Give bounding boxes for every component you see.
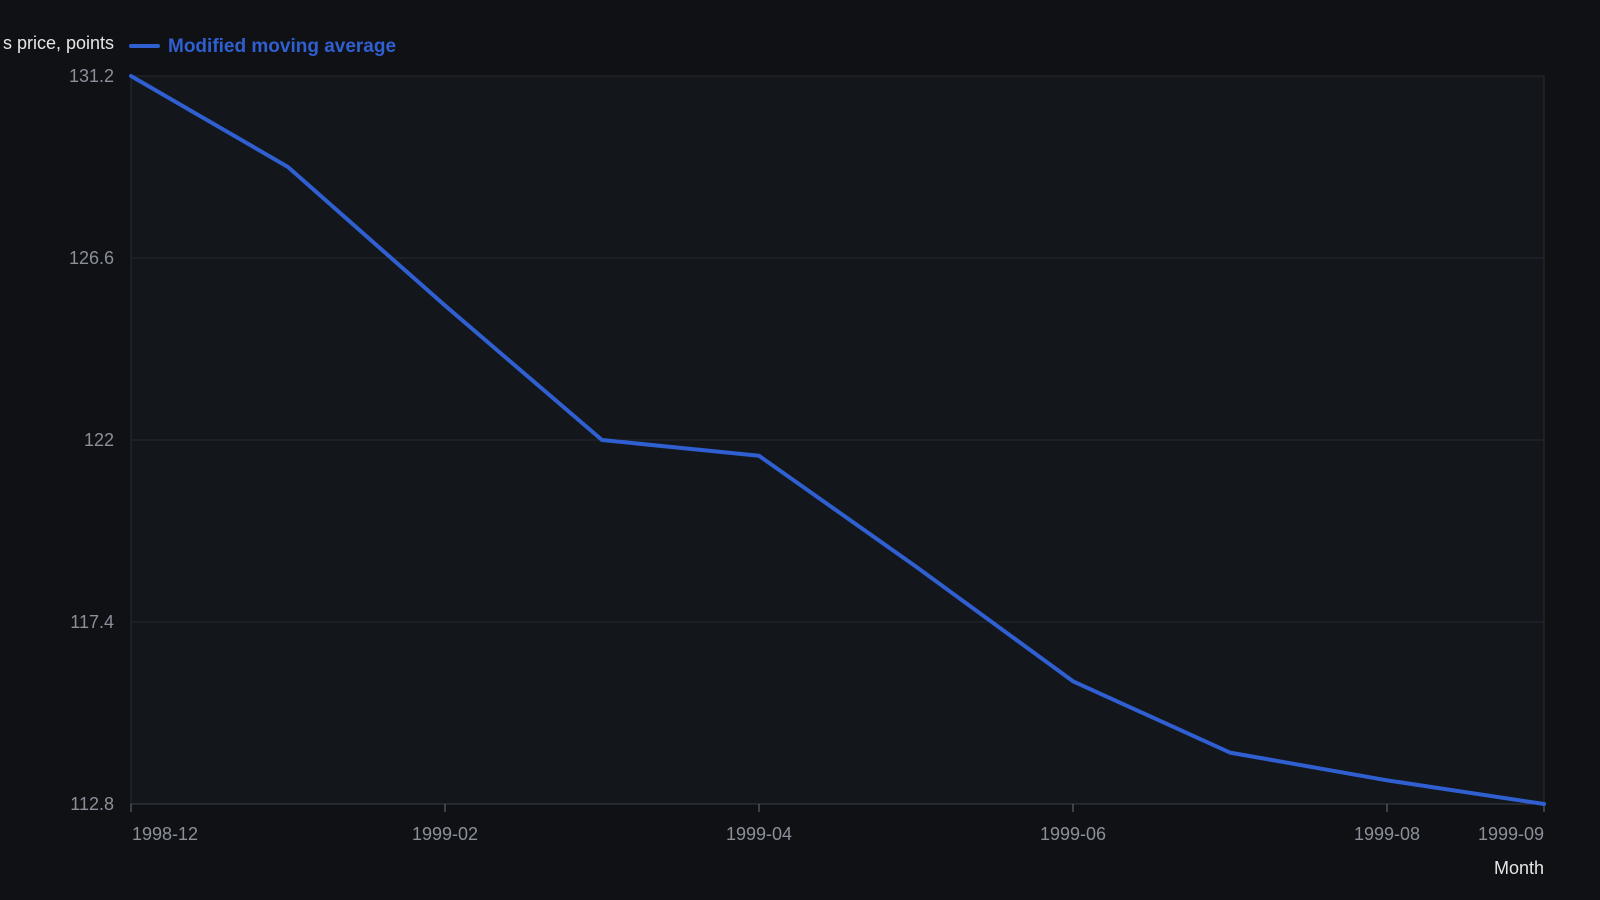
y-tick-label: 131.2 xyxy=(69,66,114,86)
x-tick-label: 1999-02 xyxy=(412,824,478,844)
x-tick-label: 1999-04 xyxy=(726,824,792,844)
x-tick-label: 1999-06 xyxy=(1040,824,1106,844)
legend-series-label[interactable]: Modified moving average xyxy=(168,36,396,57)
y-tick-label: 112.8 xyxy=(70,794,114,814)
y-axis-ticks: 131.2 126.6 122 117.4 112.8 xyxy=(69,66,114,814)
x-tick-label: 1999-08 xyxy=(1354,824,1420,844)
x-tick-label: 1998-12 xyxy=(132,824,198,844)
y-tick-label: 122 xyxy=(84,430,114,450)
x-axis-ticks: 1998-12 1999-02 1999-04 1999-06 1999-08 1999-… xyxy=(130,803,1545,844)
x-tick-label: 1999-09 xyxy=(1478,824,1544,844)
series-line[interactable] xyxy=(129,74,1546,806)
y-tick-label: 126.6 xyxy=(69,248,114,268)
x-axis-label: Month xyxy=(1494,858,1544,878)
y-tick-label: 117.4 xyxy=(70,612,114,632)
series-layer xyxy=(129,74,1546,806)
y-axis-label: s price, points xyxy=(3,33,114,53)
